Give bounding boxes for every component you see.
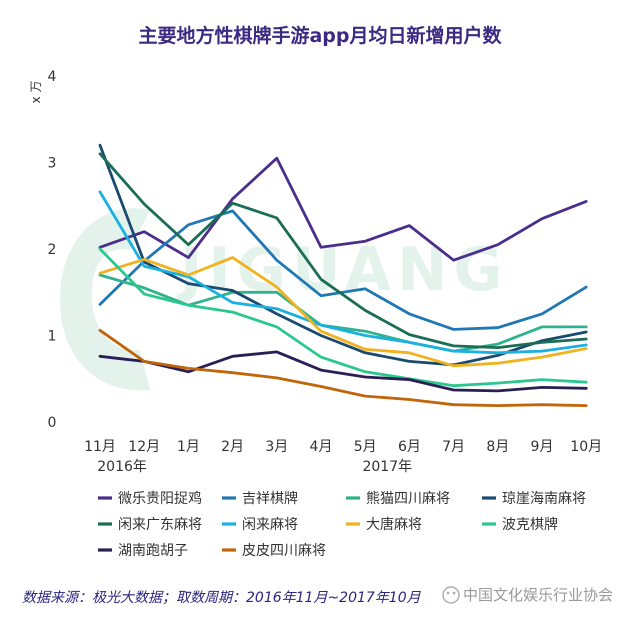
y-tick-label: 1 bbox=[48, 329, 57, 345]
x-tick-label: 2月 bbox=[221, 439, 244, 455]
x-tick-label: 10月 bbox=[570, 439, 602, 455]
y-axis-ticks: 0 1 2 3 4 bbox=[48, 69, 57, 431]
series-line bbox=[98, 247, 588, 388]
series-lines bbox=[98, 143, 588, 407]
series-line bbox=[98, 209, 588, 331]
x-tick-label: 9月 bbox=[531, 439, 554, 455]
x-axis-ticks: 11月 12月 1月 2月 3月 4月 5月 6月 7月 8月 9月 10月 bbox=[84, 439, 602, 455]
legend-label: 湖南跑胡子 bbox=[118, 543, 188, 559]
legend-label: 微乐贵阳捉鸡 bbox=[118, 490, 202, 507]
watermark: 中国文化娱乐行业协会 bbox=[442, 586, 613, 604]
wechat-icon bbox=[442, 586, 460, 604]
x-tick-label: 4月 bbox=[310, 439, 333, 455]
series-line bbox=[98, 328, 588, 407]
source-note: 数据来源：极光大数据；取数周期：2016年11月~2017年10月 bbox=[22, 590, 422, 606]
series-line bbox=[98, 156, 588, 262]
legend-label: 闲来麻将 bbox=[242, 517, 298, 533]
legend-label: 琼崖海南麻将 bbox=[502, 491, 586, 507]
series-line bbox=[98, 152, 588, 349]
x-tick-label: 11月 bbox=[84, 439, 116, 455]
legend-label: 皮皮四川麻将 bbox=[242, 543, 326, 559]
year-label: 2017年 bbox=[362, 459, 412, 475]
year-labels: 2016年 2017年 bbox=[97, 459, 412, 475]
x-tick-label: 8月 bbox=[486, 439, 509, 455]
series-line bbox=[98, 190, 588, 355]
legend-label: 熊猫四川麻将 bbox=[366, 491, 450, 507]
series-line bbox=[98, 350, 588, 393]
watermark-text: 中国文化娱乐行业协会 bbox=[463, 586, 613, 604]
y-tick-label: 3 bbox=[48, 156, 57, 172]
legend-label: 大唐麻将 bbox=[366, 516, 422, 533]
x-tick-label: 12月 bbox=[128, 439, 160, 455]
series-line bbox=[98, 256, 588, 368]
y-axis-label: x 万 bbox=[29, 81, 43, 104]
chart-title: 主要地方性棋牌手游app月均日新增用户数 bbox=[138, 24, 502, 47]
x-tick-label: 1月 bbox=[177, 439, 200, 455]
x-tick-label: 6月 bbox=[398, 439, 421, 455]
x-tick-label: 5月 bbox=[354, 439, 377, 455]
legend-label: 波克棋牌 bbox=[502, 516, 558, 533]
legend-label: 闲来广东麻将 bbox=[118, 517, 202, 533]
y-tick-label: 2 bbox=[48, 242, 57, 258]
year-label: 2016年 bbox=[97, 459, 147, 475]
x-tick-label: 3月 bbox=[265, 439, 288, 455]
legend-label: 吉祥棋牌 bbox=[242, 490, 298, 507]
y-tick-label: 4 bbox=[48, 69, 57, 85]
x-tick-label: 7月 bbox=[442, 439, 465, 455]
y-tick-label: 0 bbox=[48, 415, 57, 431]
